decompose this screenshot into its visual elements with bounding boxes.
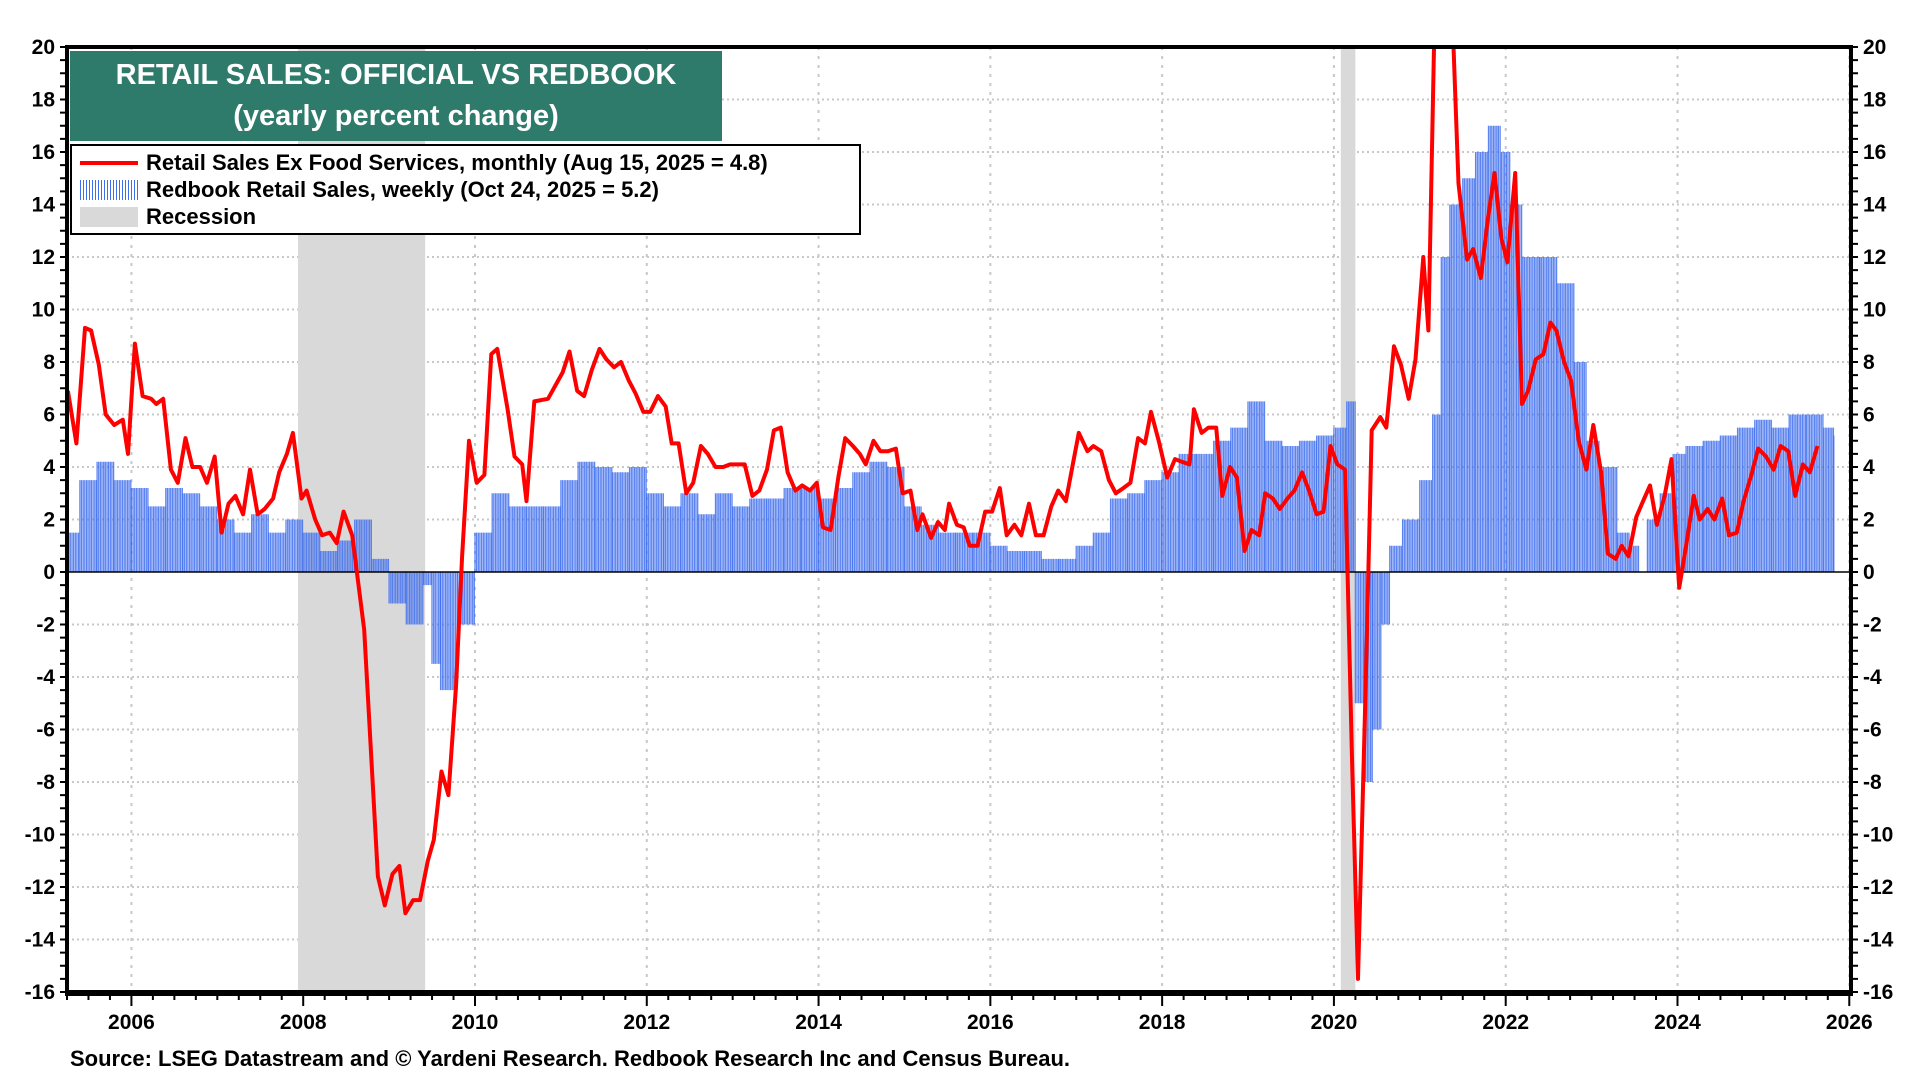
x-tick-label: 2016 [967, 1011, 1014, 1034]
legend-label-recession: Recession [146, 204, 257, 229]
y-tick-label-right: 6 [1863, 404, 1875, 427]
x-axis: 2006 2008 2010 2012 2014 2016 2018 2020 2022 2024… [66, 995, 1873, 1034]
chart-title-box: RETAIL SALES: OFFICIAL VS REDBOOK (yearl… [70, 51, 722, 141]
y-tick-label-left: 6 [43, 404, 55, 427]
y-tick-label-right: -14 [1863, 929, 1894, 952]
red-line-swatch [80, 153, 138, 173]
x-tick-label: 2018 [1139, 1011, 1186, 1034]
source-note: Source: LSEG Datastream and © Yardeni Re… [70, 1046, 1071, 1071]
chart-subtitle: (yearly percent change) [233, 100, 559, 132]
y-tick-label-left: 12 [32, 246, 55, 269]
y-tick-label-right: 4 [1863, 456, 1875, 479]
y-tick-label-right: 10 [1863, 299, 1886, 322]
blue-bars-swatch [80, 180, 138, 200]
y-tick-label-left: -12 [25, 876, 55, 899]
y-tick-label-left: 2 [43, 509, 55, 532]
x-tick-label: 2006 [108, 1011, 155, 1034]
y-tick-label-right: 18 [1863, 89, 1887, 112]
y-tick-label-right: -6 [1863, 719, 1882, 742]
y-tick-label-right: -16 [1863, 981, 1893, 1004]
official-retail-sales-line [67, 47, 1820, 981]
y-tick-label-left: 20 [32, 36, 55, 59]
gray-recession-swatch [80, 207, 138, 227]
y-tick-label-left: 14 [32, 194, 56, 217]
y-tick-label-right: 0 [1863, 561, 1875, 584]
y-tick-label-left: -8 [36, 771, 55, 794]
y-tick-label-left: -2 [36, 614, 55, 637]
y-tick-label-right: 2 [1863, 509, 1875, 532]
x-tick-label: 2026 [1826, 1011, 1873, 1034]
x-tick-label: 2020 [1311, 1011, 1358, 1034]
y-tick-label-left: -6 [36, 719, 55, 742]
y-tick-label-left: 8 [43, 351, 55, 374]
x-tick-label: 2014 [795, 1011, 842, 1034]
y-tick-label-right: 8 [1863, 351, 1875, 374]
x-tick-label: 2008 [280, 1011, 327, 1034]
legend-label-official: Retail Sales Ex Food Services, monthly (… [146, 150, 768, 175]
legend-item-recession: Recession [72, 204, 256, 230]
legend-item-official: Retail Sales Ex Food Services, monthly (… [72, 150, 768, 176]
x-tick-label: 2010 [452, 1011, 499, 1034]
y-tick-label-left: -14 [25, 929, 56, 952]
chart-title: RETAIL SALES: OFFICIAL VS REDBOOK [115, 59, 677, 91]
y-tick-label-right: 12 [1863, 246, 1886, 269]
y-tick-label-right: 14 [1863, 194, 1887, 217]
y-tick-label-left: -10 [25, 824, 55, 847]
y-tick-label-left: -16 [25, 981, 55, 1004]
y-tick-label-right: -8 [1863, 771, 1882, 794]
y-tick-label-right: 20 [1863, 36, 1886, 59]
legend-item-redbook: Redbook Retail Sales, weekly (Oct 24, 20… [72, 177, 659, 203]
y-tick-label-left: 10 [32, 299, 55, 322]
legend-label-redbook: Redbook Retail Sales, weekly (Oct 24, 20… [146, 177, 659, 202]
y-tick-label-left: 16 [32, 141, 55, 164]
legend: Retail Sales Ex Food Services, monthly (… [70, 144, 861, 235]
y-tick-label-right: -12 [1863, 876, 1893, 899]
y-tick-label-left: 18 [32, 89, 56, 112]
y-tick-label-right: -4 [1863, 666, 1882, 689]
y-tick-label-right: -2 [1863, 614, 1882, 637]
y-tick-label-right: 16 [1863, 141, 1886, 164]
y-tick-label-right: -10 [1863, 824, 1893, 847]
x-tick-label: 2024 [1654, 1011, 1701, 1034]
x-tick-label: 2012 [623, 1011, 670, 1034]
y-tick-label-left: 4 [43, 456, 55, 479]
x-tick-label: 2022 [1482, 1011, 1529, 1034]
y-tick-label-left: 0 [43, 561, 55, 584]
y-tick-label-left: -4 [36, 666, 55, 689]
